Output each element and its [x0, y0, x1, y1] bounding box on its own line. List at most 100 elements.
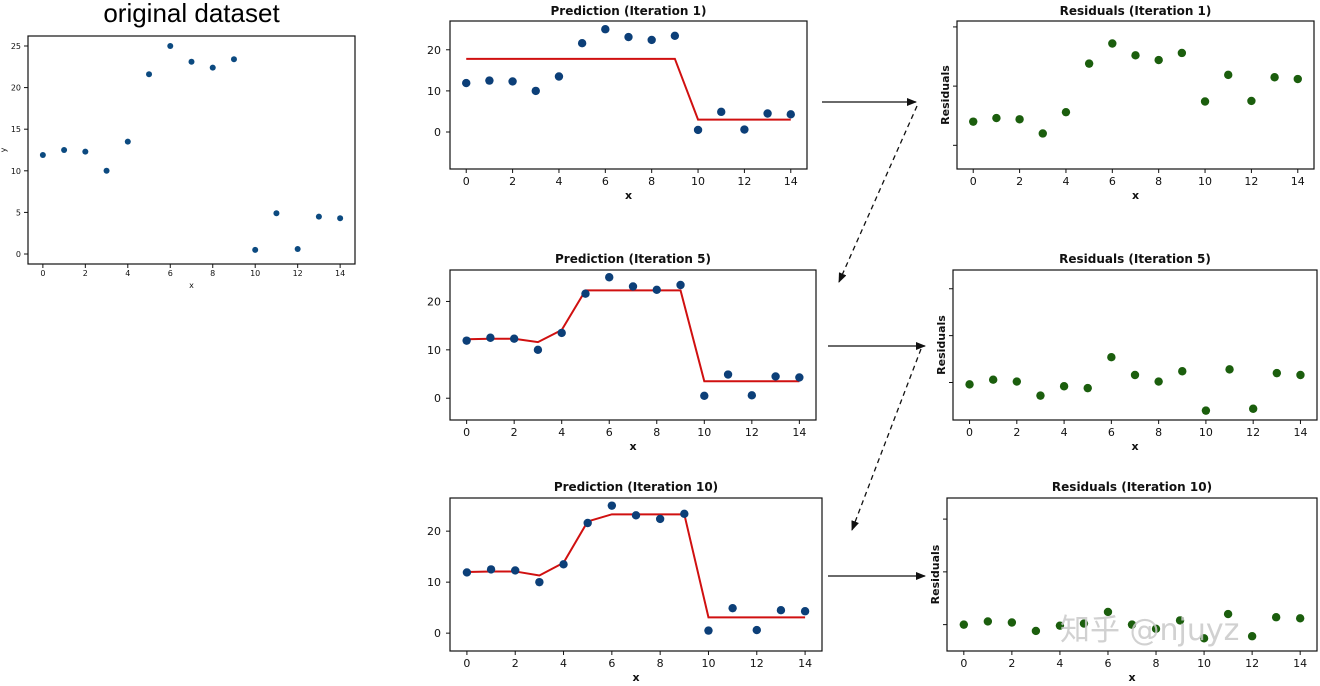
x-axis-label: x — [1128, 671, 1135, 684]
data-point — [655, 514, 665, 524]
data-point — [652, 285, 661, 295]
data-point — [533, 345, 543, 355]
data-point — [728, 603, 737, 613]
chart-original: original dataset 0 2 4 6 8 10 12 14 0 5 10 15 20 25 x y — [0, 0, 356, 290]
prediction-line — [466, 513, 806, 619]
data-point — [486, 565, 496, 574]
x-tick-label: 14 — [792, 426, 806, 439]
plot-frame — [27, 35, 356, 265]
y-tick-label: 10 — [427, 85, 441, 98]
data-point — [1223, 609, 1233, 619]
data-point — [1084, 59, 1094, 68]
plot-frame — [449, 269, 817, 421]
x-tick-label: 0 — [463, 657, 470, 670]
data-point — [1295, 614, 1305, 623]
data-point — [1271, 613, 1281, 622]
x-tick-label: 14 — [798, 657, 812, 670]
x-tick-label: 6 — [1108, 426, 1115, 439]
x-tick-label: 12 — [750, 657, 764, 670]
data-point — [1293, 74, 1302, 84]
x-tick-label: 8 — [653, 426, 660, 439]
x-axis-label: x — [1131, 440, 1138, 453]
data-point — [628, 282, 638, 291]
dashed-arrow-resid5-to-pred10 — [851, 348, 922, 531]
x-tick-label: 6 — [1104, 657, 1111, 670]
data-point — [601, 25, 610, 34]
data-point — [795, 373, 804, 382]
prediction-line — [466, 57, 791, 121]
x-tick-label: 8 — [1153, 657, 1160, 670]
data-point — [535, 577, 544, 587]
x-tick-label: 10 — [691, 175, 705, 188]
x-tick-label: 12 — [293, 269, 303, 278]
data-point — [631, 511, 641, 520]
data-point — [1083, 383, 1092, 393]
y-tick-label: 0 — [16, 250, 21, 259]
x-tick-label: 8 — [1155, 175, 1162, 188]
y-tick-label: 5 — [16, 208, 21, 217]
x-tick-label: 4 — [560, 657, 567, 670]
x-tick-label: 12 — [1244, 175, 1258, 188]
y-tick-label: 15 — [11, 125, 21, 134]
x-tick-label: 10 — [1198, 175, 1212, 188]
x-tick-label: 14 — [784, 175, 798, 188]
x-tick-label: 0 — [960, 657, 967, 670]
x-tick-label: 8 — [1155, 426, 1162, 439]
data-point — [1175, 616, 1185, 625]
data-point — [337, 215, 344, 222]
y-axis-label: Residuals — [939, 65, 952, 125]
data-point — [82, 148, 89, 155]
data-point — [1108, 39, 1117, 48]
x-axis-label: x — [632, 671, 639, 684]
data-point — [167, 42, 174, 49]
x-tick-label: 2 — [511, 426, 518, 439]
chart-title: Residuals (Iteration 1) — [1060, 4, 1212, 18]
x-tick-label: 12 — [1246, 426, 1260, 439]
plot-frame — [952, 269, 1318, 421]
y-tick-label: 20 — [427, 525, 441, 538]
data-point — [800, 607, 810, 616]
data-point — [747, 391, 757, 400]
y-tick-label: 10 — [427, 576, 441, 589]
x-tick-label: 6 — [602, 175, 609, 188]
data-point — [771, 372, 780, 381]
data-point — [693, 125, 703, 135]
data-point — [252, 246, 259, 253]
x-tick-label: 2 — [1016, 175, 1023, 188]
chart-title: Residuals (Iteration 5) — [1059, 252, 1211, 266]
x-tick-label: 14 — [1291, 175, 1305, 188]
x-tick-label: 2 — [509, 175, 516, 188]
data-point — [1177, 48, 1187, 58]
chart-title: original dataset — [103, 0, 280, 28]
chart-title: Prediction (Iteration 10) — [554, 480, 718, 494]
data-point — [1012, 377, 1022, 386]
data-point — [969, 117, 978, 126]
data-point — [1248, 404, 1258, 413]
data-point — [1178, 367, 1187, 376]
data-point — [717, 107, 726, 117]
y-tick-label: 25 — [11, 42, 21, 51]
x-tick-label: 10 — [1197, 657, 1211, 670]
x-tick-label: 14 — [1293, 657, 1307, 670]
x-tick-label: 2 — [1008, 657, 1015, 670]
data-point — [1038, 129, 1047, 138]
data-point — [752, 625, 761, 635]
x-tick-label: 4 — [1062, 175, 1069, 188]
x-tick-label: 0 — [463, 175, 470, 188]
x-tick-label: 8 — [657, 657, 664, 670]
data-point — [209, 64, 216, 71]
data-point — [1031, 626, 1041, 636]
data-point — [670, 31, 680, 40]
data-point — [124, 138, 131, 145]
x-tick-label: 4 — [1061, 426, 1068, 439]
data-point — [1247, 96, 1256, 106]
data-point — [1107, 352, 1116, 362]
data-point — [988, 375, 998, 384]
data-point — [462, 568, 472, 577]
data-point — [1059, 382, 1069, 391]
chart-pred1: Prediction (Iteration 1) 0 2 4 6 8 10 12 14 0 10 20… — [427, 4, 808, 202]
data-point — [786, 110, 795, 119]
x-tick-label: 8 — [210, 269, 215, 278]
data-point — [1103, 607, 1113, 617]
x-tick-label: 10 — [1199, 426, 1213, 439]
